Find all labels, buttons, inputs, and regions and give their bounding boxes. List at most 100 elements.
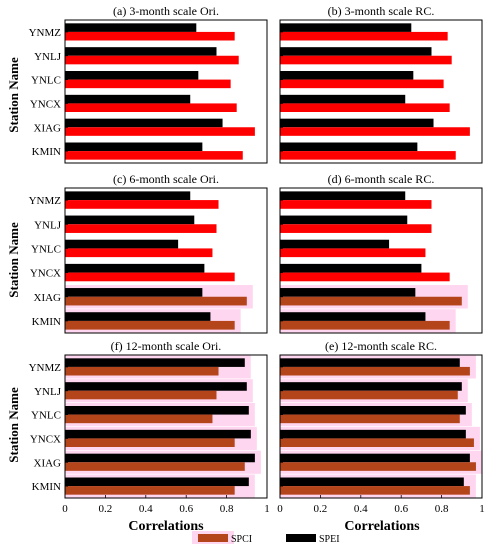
bar-spei xyxy=(280,406,466,415)
station-label: YNMZ xyxy=(29,195,62,207)
panels: (a) 3-month scale Ori. YNMZ YNLJ YNLC YNCX XI… xyxy=(29,4,485,515)
x-tick-label: 0.4 xyxy=(139,503,153,515)
station-label: YNLJ xyxy=(34,51,62,63)
bar-spei xyxy=(65,382,247,391)
x-tick-label: 0.2 xyxy=(99,503,113,515)
bar-spci xyxy=(280,103,450,112)
bar-spei xyxy=(65,263,205,273)
panel-frame xyxy=(64,354,268,499)
legend-swatch-spci xyxy=(198,534,228,542)
station-label: YNLC xyxy=(31,75,61,87)
bar-spci xyxy=(280,296,462,306)
bar-spei xyxy=(65,312,211,321)
bar-spei xyxy=(280,118,434,128)
bar-spci xyxy=(280,366,470,376)
bar-spci xyxy=(280,414,460,424)
bar-spci xyxy=(65,390,217,400)
legend: SPCI SPEI xyxy=(192,531,340,545)
station-label: YNMZ xyxy=(29,362,62,374)
station-label: YNCX xyxy=(30,268,61,280)
bar-spci xyxy=(280,224,432,233)
bar-spei xyxy=(65,239,179,249)
panel-frame xyxy=(279,187,483,334)
bar-spci xyxy=(65,272,235,282)
bar-spci xyxy=(65,248,213,258)
panel-2: (b) 3-month scale RC. xyxy=(279,4,483,164)
bar-spci xyxy=(65,296,247,306)
bar-spci xyxy=(280,55,452,65)
x-axis-label-left: Correlations xyxy=(128,519,204,534)
x-tick-label: 0.4 xyxy=(354,503,368,515)
bar-spei xyxy=(280,23,412,32)
bar-spci xyxy=(280,486,470,495)
bar-spei xyxy=(65,191,191,201)
bar-spci xyxy=(65,486,235,495)
x-tick-label: 0 xyxy=(277,503,283,515)
bar-spci xyxy=(65,438,235,447)
bar-spci xyxy=(65,320,235,330)
station-label: XIAG xyxy=(34,457,62,469)
x-tick-label: 0 xyxy=(62,503,68,515)
x-tick-label: 0.2 xyxy=(314,503,328,515)
bar-spei xyxy=(280,142,418,152)
station-label: YNCX xyxy=(30,433,61,445)
panel-4: (d) 6-month scale RC. xyxy=(279,172,483,334)
bar-spei xyxy=(65,453,255,463)
y-axis-label-middle: Station Name xyxy=(6,222,21,298)
bar-spei xyxy=(280,288,416,297)
panel-3: (c) 6-month scale Ori. YNMZ YNLJ YNLC YNCX XI… xyxy=(29,172,268,334)
panel-frame xyxy=(279,354,483,499)
x-axis-label-right: Correlations xyxy=(344,519,420,534)
station-label: YNLJ xyxy=(34,219,62,231)
bar-spci xyxy=(280,462,476,471)
station-label: YNCX xyxy=(30,98,61,110)
legend-swatch-spei xyxy=(286,534,316,542)
station-label: XIAG xyxy=(34,292,62,304)
bar-spei xyxy=(65,142,203,152)
panel-frame xyxy=(64,19,268,164)
bar-spci xyxy=(280,31,448,41)
bar-spei xyxy=(65,477,249,487)
bar-spei xyxy=(65,288,203,297)
panel-5: (f) 12-month scale Ori. YNMZ YNLJ YNLC YNCX X… xyxy=(29,339,270,515)
x-tick-label: 0.8 xyxy=(435,503,449,515)
bar-spei xyxy=(65,47,217,56)
bar-spci xyxy=(280,390,458,400)
bar-spei xyxy=(280,239,390,249)
bar-spci xyxy=(280,248,426,258)
bar-spei xyxy=(280,191,406,201)
panel-6: (e) 12-month scale RC. 0 0.2 0.4 0.6 0.8 1 xyxy=(277,339,485,515)
x-tick-label: 1 xyxy=(264,503,270,515)
bar-spci xyxy=(65,127,255,136)
bar-spei xyxy=(280,215,408,225)
bar-spei xyxy=(65,118,223,128)
bar-spci xyxy=(280,79,444,89)
panel-title: (a) 3-month scale Ori. xyxy=(113,4,219,18)
panel-title: (f) 12-month scale Ori. xyxy=(111,339,222,353)
x-tick-label: 0.8 xyxy=(220,503,234,515)
bar-spci xyxy=(280,127,470,136)
bar-spci xyxy=(280,151,456,160)
panel-frame xyxy=(64,187,268,334)
bar-spci xyxy=(280,438,474,447)
bar-spei xyxy=(280,263,422,273)
bar-spci xyxy=(280,200,432,209)
panel-title: (b) 3-month scale RC. xyxy=(328,4,435,18)
bar-spei xyxy=(65,429,251,439)
bar-spci xyxy=(280,272,450,282)
station-label: XIAG xyxy=(34,122,62,134)
bar-spei xyxy=(280,358,460,367)
bar-spci xyxy=(65,31,235,41)
x-tick-label: 1 xyxy=(479,503,485,515)
station-label: YNLC xyxy=(31,410,61,422)
bar-spci xyxy=(65,79,231,89)
bar-spei xyxy=(280,453,470,463)
legend-label-spci: SPCI xyxy=(231,534,252,545)
y-axis-label-bottom: Station Name xyxy=(6,387,21,463)
bar-spei xyxy=(65,215,195,225)
station-label: KMIN xyxy=(32,481,61,493)
bar-spei xyxy=(280,312,426,321)
station-label: KMIN xyxy=(32,146,61,158)
bar-spci xyxy=(65,224,217,233)
